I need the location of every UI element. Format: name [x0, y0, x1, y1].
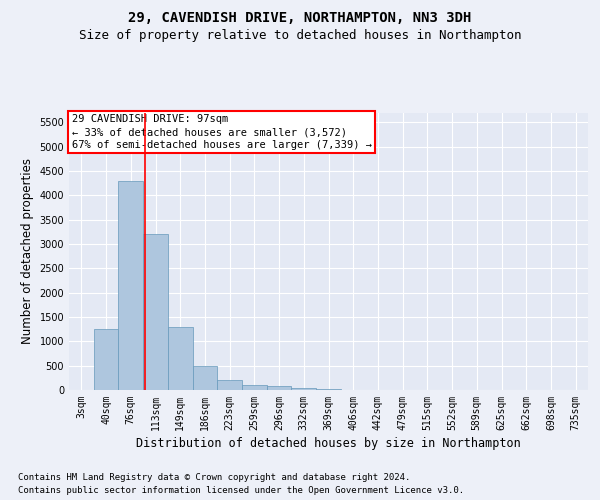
Bar [292, 388, 316, 390]
Bar [217, 380, 242, 390]
Bar [267, 386, 292, 390]
Bar [242, 385, 267, 390]
Bar [316, 388, 341, 390]
Text: Contains public sector information licensed under the Open Government Licence v3: Contains public sector information licen… [18, 486, 464, 495]
Bar [168, 326, 193, 390]
Bar [94, 329, 118, 390]
Bar [143, 234, 168, 390]
Bar [118, 180, 143, 390]
Bar [193, 366, 217, 390]
Y-axis label: Number of detached properties: Number of detached properties [21, 158, 34, 344]
Text: 29 CAVENDISH DRIVE: 97sqm
← 33% of detached houses are smaller (3,572)
67% of se: 29 CAVENDISH DRIVE: 97sqm ← 33% of detac… [71, 114, 371, 150]
Text: Distribution of detached houses by size in Northampton: Distribution of detached houses by size … [136, 438, 521, 450]
Text: 29, CAVENDISH DRIVE, NORTHAMPTON, NN3 3DH: 29, CAVENDISH DRIVE, NORTHAMPTON, NN3 3D… [128, 11, 472, 25]
Text: Contains HM Land Registry data © Crown copyright and database right 2024.: Contains HM Land Registry data © Crown c… [18, 472, 410, 482]
Text: Size of property relative to detached houses in Northampton: Size of property relative to detached ho… [79, 29, 521, 42]
